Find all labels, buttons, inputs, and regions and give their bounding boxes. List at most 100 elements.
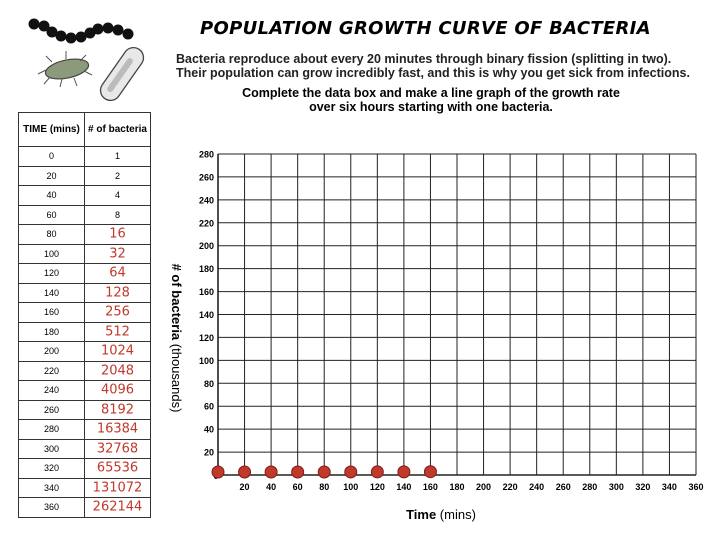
data-point (291, 465, 305, 479)
table-body: 0 1 20 2 40 4 60 8 80 16 100 32 120 64 140 128 160 256 180… (18, 146, 151, 518)
count-cell: 128 (84, 282, 151, 303)
y-tick-label: 120 (199, 333, 214, 343)
count-handwritten: 128 (105, 285, 130, 301)
x-tick-label: 60 (293, 482, 303, 492)
y-tick-label: 260 (199, 172, 214, 182)
count-handwritten: 256 (105, 304, 130, 320)
rod-bacteria-icon (37, 51, 93, 88)
count-handwritten: 4096 (100, 382, 135, 398)
table-row: 140 128 (18, 282, 151, 303)
bacteria-illustration (28, 18, 145, 102)
x-tick-label: 120 (370, 482, 385, 492)
x-tick-label: 320 (635, 482, 650, 492)
x-tick-label: 100 (343, 482, 358, 492)
x-tick-label: 160 (423, 482, 438, 492)
x-tick-label: 40 (266, 482, 276, 492)
data-table: TIME (mins) # of bacteria 0 1 20 2 40 4 60 8 80 1… (18, 112, 151, 518)
count-handwritten: 16 (109, 226, 126, 242)
y-axis-label-unit: (thousands) (169, 340, 184, 412)
description-line: Bacteria reproduce about every 20 minute… (176, 52, 672, 66)
x-axis-label: Time (mins) (406, 507, 476, 522)
y-tick-label: 280 (199, 150, 214, 160)
chain-bacteria-icon (28, 18, 134, 44)
description: Bacteria reproduce about every 20 minute… (176, 52, 706, 80)
table-row: 60 8 (18, 204, 151, 225)
capsule-bacteria-icon (99, 46, 145, 102)
table-row: 220 2048 (18, 360, 151, 381)
count-handwritten: 131072 (92, 480, 143, 496)
y-tick-label: 100 (199, 356, 214, 366)
count-printed: 2 (114, 170, 120, 181)
data-point (397, 465, 411, 479)
count-handwritten: 65536 (96, 460, 139, 476)
data-point (344, 465, 358, 479)
table-row: 100 32 (18, 243, 151, 264)
y-tick-label: 200 (199, 241, 214, 251)
instructions: Complete the data box and make a line gr… (176, 86, 686, 114)
x-tick-label: 260 (556, 482, 571, 492)
table-row: 340 131072 (18, 477, 151, 498)
count-cell: 262144 (84, 497, 151, 518)
x-tick-label: 180 (449, 482, 464, 492)
x-tick-label: 20 (240, 482, 250, 492)
data-point (211, 465, 225, 479)
table-row: 320 65536 (18, 458, 151, 479)
x-tick-label: 240 (529, 482, 544, 492)
count-printed: 8 (114, 209, 120, 220)
y-tick-label: 240 (199, 195, 214, 205)
table-row: 180 512 (18, 321, 151, 342)
count-handwritten: 32768 (96, 441, 139, 457)
x-tick-label: 80 (319, 482, 329, 492)
count-cell: 65536 (84, 458, 151, 479)
data-point (317, 465, 331, 479)
count-handwritten: 64 (109, 265, 126, 281)
header-time: TIME (mins) (18, 112, 85, 147)
y-tick-label: 40 (204, 425, 214, 435)
x-axis-label-unit: (mins) (436, 507, 476, 522)
table-row: 40 4 (18, 185, 151, 206)
y-tick-label: 140 (199, 310, 214, 320)
header-count: # of bacteria (84, 112, 151, 147)
count-printed: 4 (114, 190, 120, 201)
count-handwritten: 8192 (100, 402, 135, 418)
y-tick-label: 180 (199, 264, 214, 274)
count-cell: 16 (84, 224, 151, 245)
description-line: Their population can grow incredibly fas… (176, 66, 690, 80)
count-cell: 4096 (84, 380, 151, 401)
data-point (423, 465, 437, 479)
x-tick-label: 300 (609, 482, 624, 492)
y-tick-label: 160 (199, 287, 214, 297)
data-point (238, 465, 252, 479)
count-handwritten: 1024 (100, 343, 135, 359)
count-cell: 1024 (84, 341, 151, 362)
y-tick-label: 220 (199, 218, 214, 228)
count-handwritten: 32 (109, 246, 126, 262)
y-axis-label-bold: # of bacteria (169, 264, 184, 341)
data-point (370, 465, 384, 479)
y-axis-label: # of bacteria (thousands) (169, 264, 184, 413)
table-header-row: TIME (mins) # of bacteria (18, 112, 151, 147)
count-handwritten: 2048 (100, 363, 135, 379)
table-row: 300 32768 (18, 438, 151, 459)
table-row: 20 2 (18, 165, 151, 186)
y-tick-label: 60 (204, 402, 214, 412)
x-tick-label: 220 (503, 482, 518, 492)
y-tick-label: 80 (204, 379, 214, 389)
data-point (264, 465, 278, 479)
count-printed: 1 (114, 151, 120, 162)
table-row: 200 1024 (18, 341, 151, 362)
count-handwritten: 512 (105, 324, 130, 340)
x-tick-label: 140 (396, 482, 411, 492)
x-tick-label: 340 (662, 482, 677, 492)
count-handwritten: 16384 (96, 421, 139, 437)
count-handwritten: 262144 (92, 499, 143, 515)
count-cell: 256 (84, 302, 151, 323)
instruction-line: Complete the data box and make a line gr… (242, 86, 620, 100)
x-tick-label: 280 (582, 482, 597, 492)
table-row: 360 262144 (18, 497, 151, 518)
table-row: 240 4096 (18, 380, 151, 401)
x-tick-label: 200 (476, 482, 491, 492)
x-tick-label: 360 (688, 482, 703, 492)
page-title: POPULATION GROWTH CURVE OF BACTERIA (200, 18, 651, 39)
